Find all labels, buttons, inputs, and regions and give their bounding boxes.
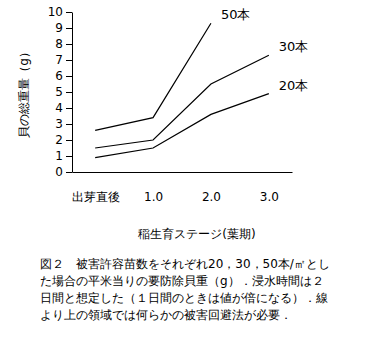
y-tick-label: 6 — [55, 69, 63, 83]
x-axis-title: 稲生育ステージ(葉期) — [138, 227, 255, 241]
y-tick-mark — [66, 156, 72, 157]
y-tick-mark — [66, 12, 72, 13]
y-tick: 1 — [55, 149, 72, 163]
y-tick: 6 — [55, 69, 72, 83]
series-label: 20本 — [279, 78, 309, 93]
caption: た場合の平米当りの要防除貝重（g）．浸水時間は２ — [40, 274, 324, 288]
x-tick-label: 3.0 — [260, 190, 279, 204]
caption: 日間と想定した（１日間のときは値が倍になる）．線 — [40, 291, 328, 305]
y-tick: 8 — [55, 37, 72, 51]
y-tick-label: 4 — [55, 101, 63, 115]
y-tick-label: 10 — [48, 5, 63, 19]
x-tick: 2.0 — [202, 172, 221, 204]
y-tick-label: 0 — [55, 165, 63, 179]
x-axis: 出芽直後 1.0 2.0 3.0 — [72, 172, 293, 204]
y-tick-mark — [66, 92, 72, 93]
y-tick-mark — [66, 76, 72, 77]
y-tick: 3 — [55, 117, 72, 131]
x-tick-label: 1.0 — [144, 190, 163, 204]
y-tick-label: 5 — [55, 85, 63, 99]
series-line — [95, 94, 269, 158]
y-tick: 7 — [55, 53, 72, 67]
y-tick: 9 — [55, 21, 72, 35]
x-tick: 3.0 — [260, 172, 279, 204]
y-tick-mark — [66, 108, 72, 109]
y-tick-mark — [66, 28, 72, 29]
y-tick-label: 8 — [55, 37, 63, 51]
y-tick-mark — [66, 124, 72, 125]
y-axis-title: 貝の総重量（g） — [17, 46, 31, 138]
y-tick: 10 — [48, 5, 72, 19]
y-tick: 2 — [55, 133, 72, 147]
y-tick: 5 — [55, 85, 72, 99]
x-tick-label: 2.0 — [202, 190, 221, 204]
x-axis-line — [73, 172, 293, 173]
x-tick: 1.0 — [144, 172, 163, 204]
y-tick-label: 1 — [55, 149, 63, 163]
x-tick: 出芽直後 — [72, 172, 120, 204]
y-axis: 0 1 2 3 4 5 6 7 8 9 10 — [48, 5, 73, 179]
y-axis-line — [72, 13, 73, 173]
caption: より上の領域では何らかの被害回避法が必要． — [40, 308, 292, 322]
series-label: 30本 — [279, 39, 309, 54]
y-tick-mark — [66, 44, 72, 45]
y-tick-mark — [66, 140, 72, 141]
lines — [95, 23, 269, 157]
x-tick-label: 出芽直後 — [72, 190, 120, 204]
y-tick-mark — [66, 172, 72, 173]
y-tick: 0 — [55, 165, 72, 179]
y-tick-label: 7 — [55, 53, 63, 67]
series-line — [95, 55, 269, 148]
y-tick-label: 3 — [55, 117, 63, 131]
caption: 図２ 被害許容苗数をそれぞれ20，30，50本/㎡とし — [40, 257, 330, 271]
series-line — [95, 23, 211, 130]
series-label: 50本 — [221, 7, 251, 22]
y-tick-label: 9 — [55, 21, 63, 35]
chart: 0 1 2 3 4 5 6 7 8 9 10 出芽直後 1.0 2.0 3.0 50本 30本 20本 貝の総重量（… — [0, 0, 383, 340]
y-tick-mark — [66, 60, 72, 61]
y-tick-label: 2 — [55, 133, 63, 147]
y-tick: 4 — [55, 101, 72, 115]
